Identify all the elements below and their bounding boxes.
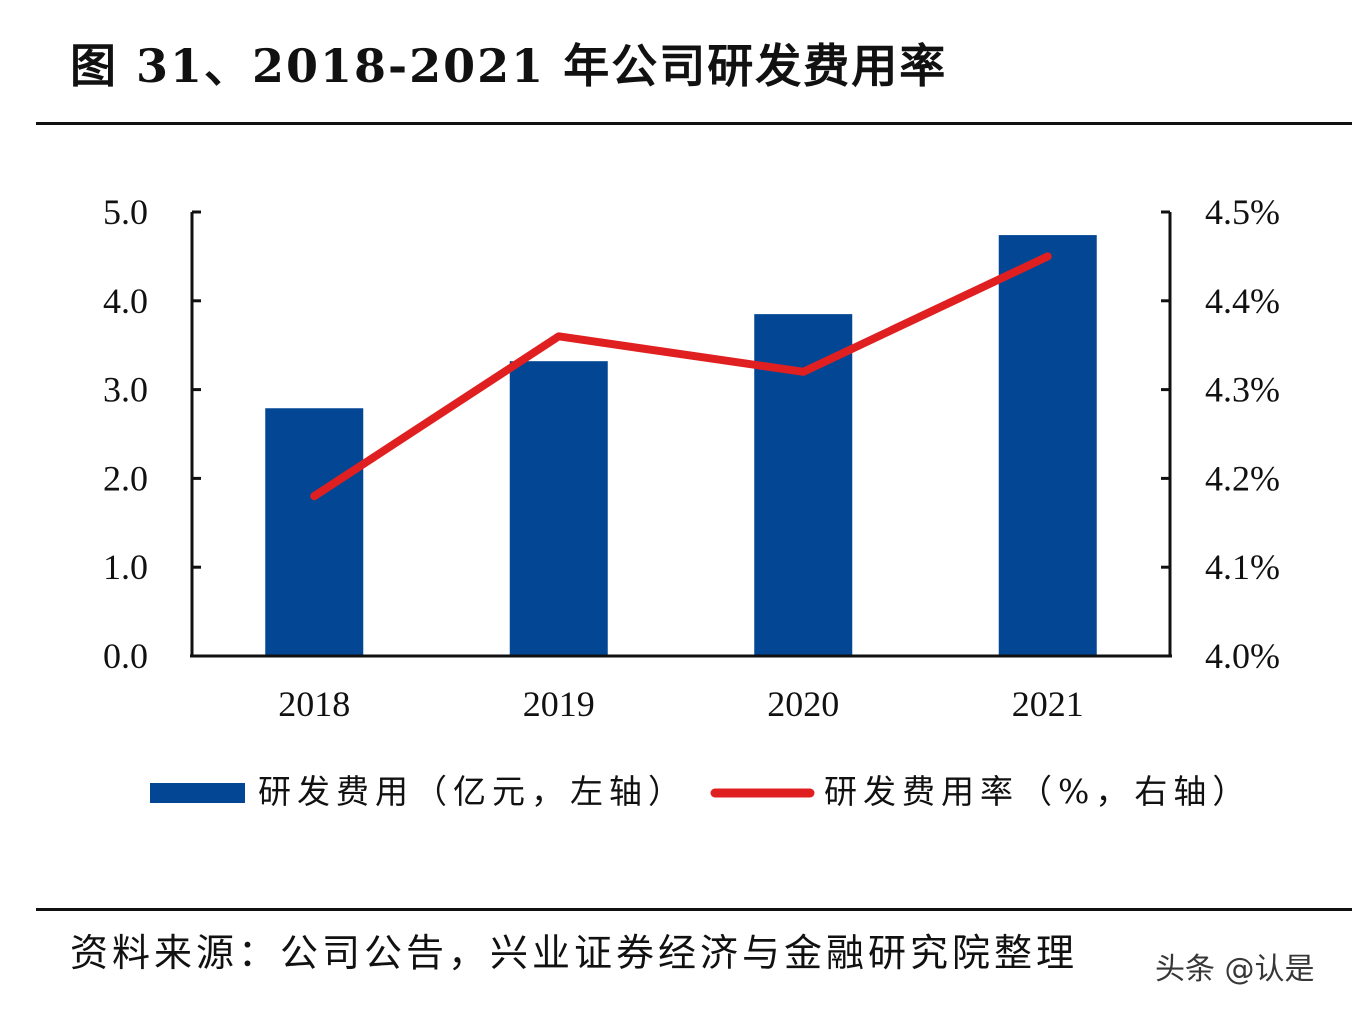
top-divider [36, 122, 1352, 125]
chart-title: 图 31、2018-2021 年公司研发费用率 [70, 39, 948, 93]
left-tick-label: 0.0 [103, 636, 148, 676]
legend-bar-swatch [150, 783, 245, 803]
left-tick-label: 4.0 [103, 281, 148, 321]
left-tick-label: 2.0 [103, 458, 148, 498]
left-tick-label: 5.0 [103, 192, 148, 232]
left-tick-label: 3.0 [103, 370, 148, 410]
bar-2018 [265, 408, 364, 656]
x-tick-label: 2019 [523, 684, 595, 724]
rate-line [310, 252, 1052, 501]
bar-2021 [998, 235, 1097, 656]
watermark: 头条 @认是 [1155, 952, 1315, 987]
bottom-divider [36, 908, 1352, 911]
x-tick-label: 2021 [1012, 684, 1084, 724]
x-tick-label: 2020 [767, 684, 839, 724]
right-tick-label: 4.3% [1205, 370, 1280, 410]
x-tick-label: 2018 [278, 684, 350, 724]
bar-2019 [509, 361, 608, 656]
left-tick-label: 1.0 [103, 547, 148, 587]
source-note: 资料来源：公司公告，兴业证券经济与金融研究院整理 [70, 931, 1079, 975]
legend-bar-label: 研发费用（亿元，左轴） [258, 772, 687, 811]
right-tick-label: 4.4% [1205, 281, 1280, 321]
right-tick-label: 4.5% [1205, 192, 1280, 232]
legend-line-label: 研发费用率（%，右轴） [824, 772, 1251, 811]
right-tick-label: 4.2% [1205, 458, 1280, 498]
right-tick-label: 4.1% [1205, 547, 1280, 587]
right-tick-label: 4.0% [1205, 636, 1280, 676]
